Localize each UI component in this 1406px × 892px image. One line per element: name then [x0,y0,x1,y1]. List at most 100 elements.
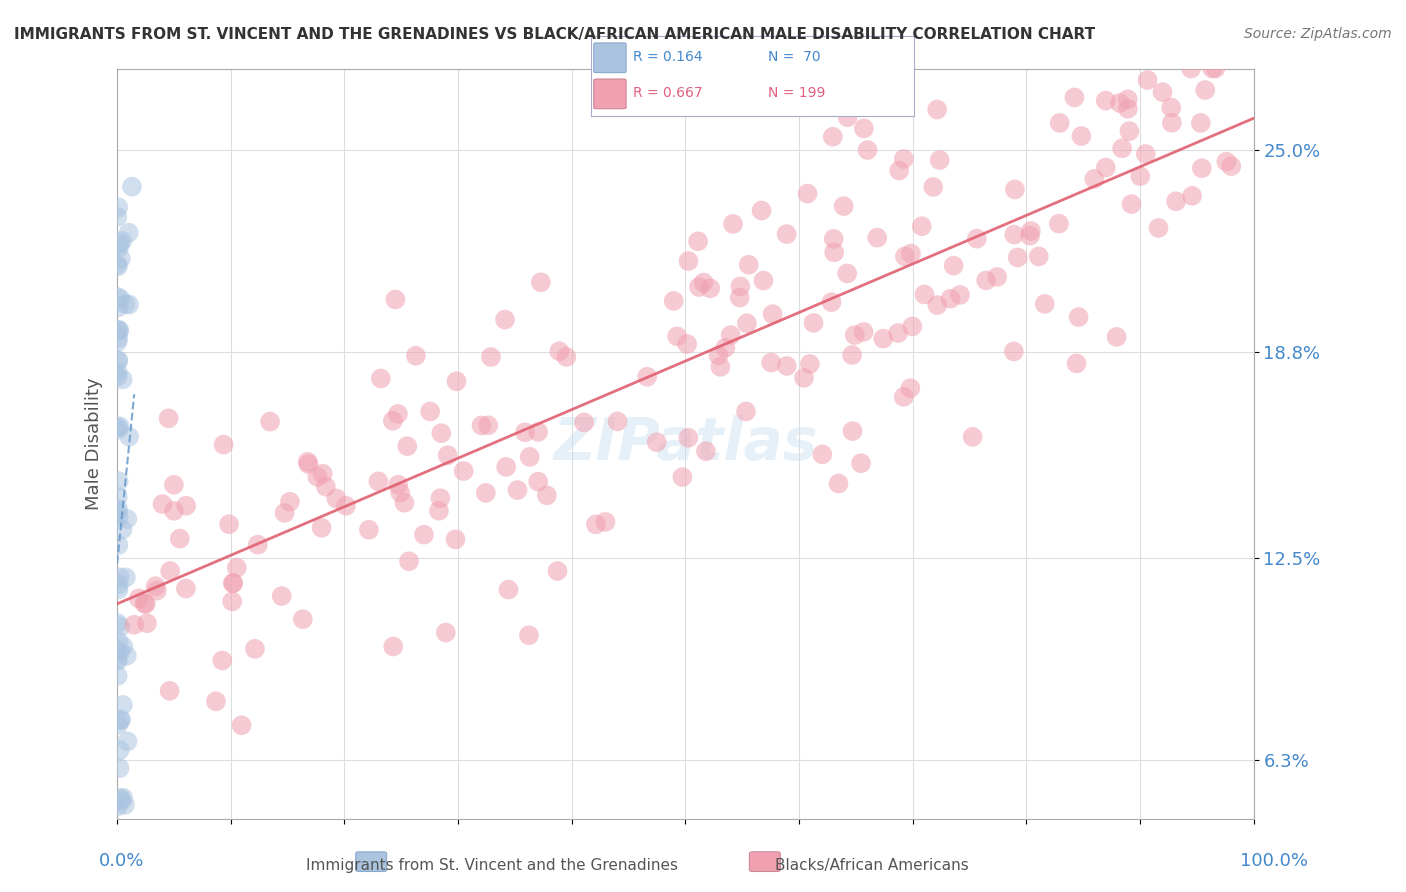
Point [111,234,134,248]
Point [775,227,797,241]
Text: R = 0.164: R = 0.164 [633,50,702,64]
Point [852,325,875,339]
Point [889,163,911,178]
Point [221,594,243,608]
Point [1181,189,1204,203]
Point [820,295,842,310]
Point [1111,141,1133,155]
Point [212,437,235,451]
Point [606,414,628,428]
Point [827,476,849,491]
Point [107,334,129,349]
Point [222,576,245,591]
Point [986,269,1008,284]
Point [939,292,962,306]
Point [1160,101,1182,115]
Point [297,455,319,469]
Point [157,411,180,425]
Point [382,640,405,654]
Point [823,245,845,260]
Point [1105,330,1128,344]
Point [384,293,406,307]
Point [259,415,281,429]
Point [796,186,818,201]
Point [205,694,228,708]
Point [278,494,301,508]
Text: IMMIGRANTS FROM ST. VINCENT AND THE GRENADINES VS BLACK/AFRICAN AMERICAN MALE DI: IMMIGRANTS FROM ST. VINCENT AND THE GREN… [14,27,1095,42]
Point [114,297,136,311]
Point [291,612,314,626]
Point [325,491,347,506]
Point [636,369,658,384]
Point [676,337,699,351]
Point [1160,116,1182,130]
Point [312,467,335,481]
Point [1129,169,1152,184]
Point [974,273,997,287]
Point [735,316,758,330]
Point [678,431,700,445]
Point [671,470,693,484]
Point [381,414,404,428]
Point [872,332,894,346]
Point [108,822,131,836]
Point [1191,161,1213,176]
Point [966,232,988,246]
Point [762,307,785,321]
Point [121,179,143,194]
Point [1033,297,1056,311]
Point [1067,310,1090,324]
Point [1201,62,1223,76]
Point [107,490,129,504]
Point [315,480,337,494]
Point [225,560,247,574]
Point [1002,344,1025,359]
Point [849,456,872,470]
Point [110,858,132,872]
Point [645,435,668,450]
Point [547,564,569,578]
Point [117,734,139,748]
Point [866,230,889,244]
Text: R = 0.667: R = 0.667 [633,87,702,101]
Point [107,300,129,314]
Point [1019,228,1042,243]
Point [136,616,159,631]
Text: N =  70: N = 70 [768,50,821,64]
Point [1136,73,1159,87]
Point [1066,356,1088,370]
Point [1094,94,1116,108]
Point [108,761,131,775]
Point [389,485,412,500]
Point [893,390,915,404]
Point [555,350,578,364]
Point [1049,116,1071,130]
Point [1028,249,1050,263]
Point [107,420,129,434]
Point [1004,182,1026,196]
Text: ZIPatlas: ZIPatlas [553,415,818,472]
Point [1164,194,1187,209]
Point [108,419,131,434]
Point [107,260,129,274]
Point [108,324,131,338]
Point [107,331,129,345]
Point [107,510,129,524]
Point [122,617,145,632]
Point [728,291,751,305]
Point [922,180,945,194]
Point [387,477,409,491]
Point [1047,217,1070,231]
Point [720,328,742,343]
Point [152,497,174,511]
Point [159,683,181,698]
Point [107,615,129,630]
Point [107,651,129,665]
Point [675,29,697,43]
Point [110,714,132,728]
Point [105,323,128,337]
Point [112,790,135,805]
Text: 0.0%: 0.0% [98,852,143,870]
Point [1147,221,1170,235]
Text: Blacks/African Americans: Blacks/African Americans [775,858,969,873]
